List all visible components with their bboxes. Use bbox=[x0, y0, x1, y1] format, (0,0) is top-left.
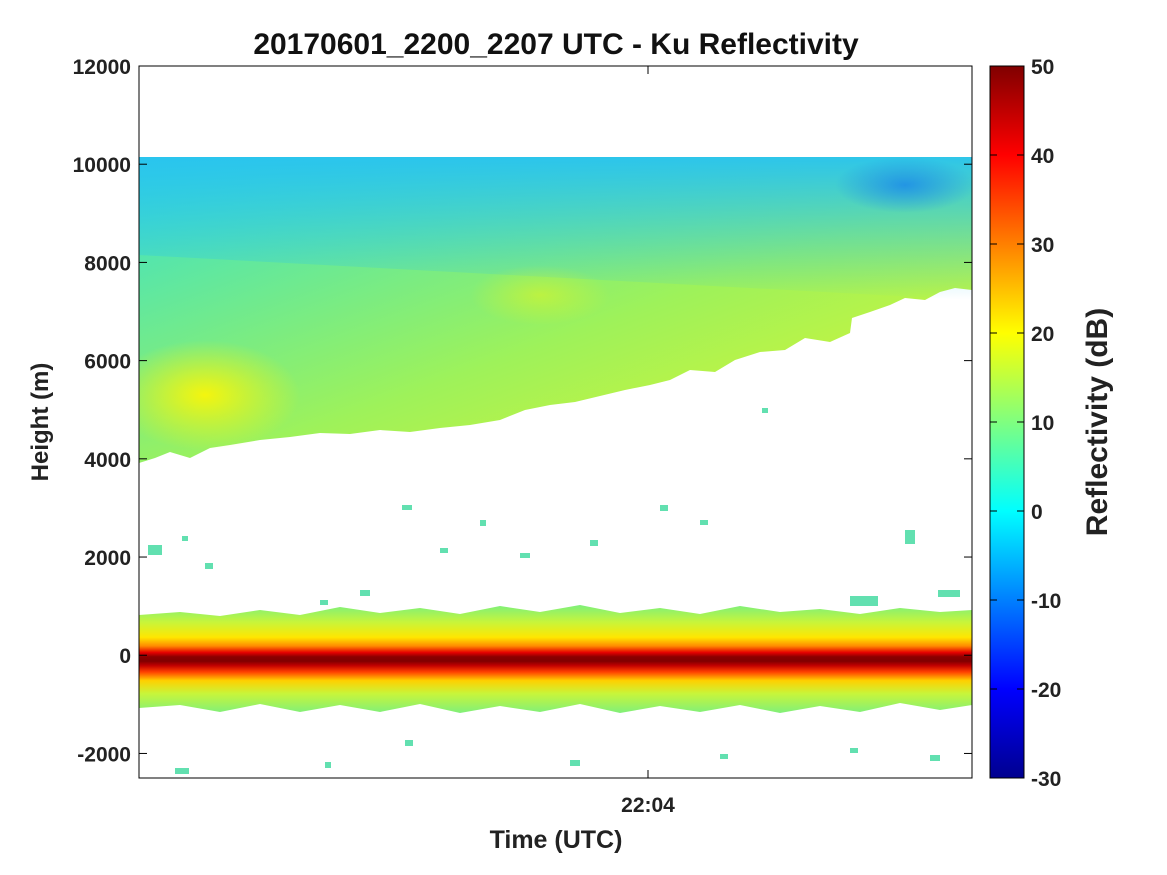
colorbar-tick-label: -20 bbox=[1031, 679, 1061, 702]
y-tick-label: 10000 bbox=[73, 154, 131, 177]
colorbar-tick-label: 20 bbox=[1031, 323, 1054, 346]
y-tick-label: 12000 bbox=[73, 56, 131, 79]
colorbar-tick-label: 0 bbox=[1031, 501, 1043, 524]
colorbar-tick-label: -10 bbox=[1031, 590, 1061, 613]
colorbar-tick-label: 30 bbox=[1031, 234, 1054, 257]
colorbar-tick-label: 50 bbox=[1031, 56, 1054, 79]
colorbar-tick-label: -30 bbox=[1031, 768, 1061, 791]
reflectivity-chart: -2000 0 2000 4000 6000 8000 10000 12000 22:04 -… bbox=[0, 0, 1167, 875]
chart-figure: -2000 0 2000 4000 6000 8000 10000 12000 22:04 -… bbox=[0, 0, 1167, 875]
colorbar-tick-label: 40 bbox=[1031, 145, 1054, 168]
y-tick-label: 0 bbox=[119, 645, 131, 668]
y-tick-label: -2000 bbox=[77, 743, 131, 766]
x-axis-label: Time (UTC) bbox=[490, 826, 623, 854]
colorbar-label: Reflectivity (dB) bbox=[1081, 308, 1114, 536]
yellow-core-2 bbox=[470, 265, 610, 325]
chart-title: 20170601_2200_2207 UTC - Ku Reflectivity bbox=[253, 28, 859, 61]
y-axis-label: Height (m) bbox=[27, 363, 54, 482]
colorbar-tick-label: 10 bbox=[1031, 412, 1054, 435]
x-tick-label: 22:04 bbox=[621, 794, 675, 817]
y-tick-label: 2000 bbox=[84, 547, 131, 570]
surface-echo-band bbox=[139, 605, 972, 713]
y-tick-label: 4000 bbox=[84, 449, 131, 472]
y-tick-label: 6000 bbox=[84, 351, 131, 374]
y-tick-label: 8000 bbox=[84, 252, 131, 275]
blue-patch bbox=[835, 157, 975, 213]
